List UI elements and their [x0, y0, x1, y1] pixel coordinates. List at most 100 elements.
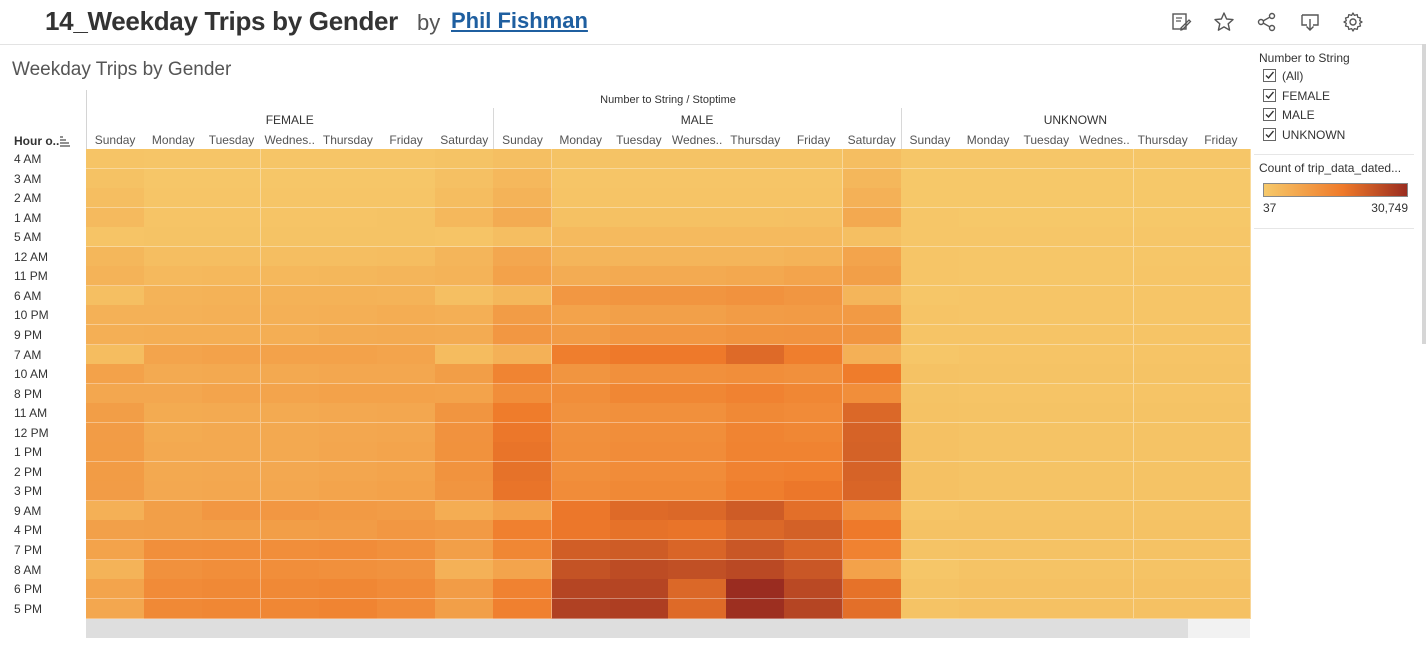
heatmap-cell[interactable] [377, 149, 436, 169]
heatmap-cell[interactable] [86, 266, 145, 287]
heatmap-cell[interactable] [959, 422, 1018, 443]
heatmap-cell[interactable] [318, 520, 378, 541]
heatmap-cell[interactable] [260, 188, 320, 209]
heatmap-cell[interactable] [493, 227, 553, 248]
heatmap-cell[interactable] [377, 227, 436, 248]
heatmap-cell[interactable] [1075, 305, 1135, 326]
heatmap-cell[interactable] [551, 500, 611, 521]
heatmap-cell[interactable] [1075, 403, 1135, 424]
heatmap-cell[interactable] [493, 579, 553, 600]
heatmap-cell[interactable] [1017, 285, 1077, 306]
heatmap-cell[interactable] [318, 598, 378, 619]
heatmap-cell[interactable] [377, 461, 436, 482]
heatmap-cell[interactable] [842, 559, 902, 580]
heatmap-cell[interactable] [668, 598, 727, 619]
heatmap-cell[interactable] [1075, 149, 1135, 169]
heatmap-cell[interactable] [668, 383, 727, 404]
heatmap-cell[interactable] [900, 520, 960, 541]
heatmap-cell[interactable] [959, 461, 1018, 482]
heatmap-cell[interactable] [318, 207, 378, 228]
heatmap-cell[interactable] [726, 344, 786, 365]
heatmap-cell[interactable] [551, 207, 611, 228]
heatmap-cell[interactable] [144, 188, 204, 209]
heatmap-cell[interactable] [377, 481, 436, 502]
heatmap-cell[interactable] [1191, 305, 1251, 326]
heatmap-cell[interactable] [784, 500, 844, 521]
heatmap-cell[interactable] [900, 227, 960, 248]
heatmap-cell[interactable] [784, 383, 844, 404]
heatmap-cell[interactable] [726, 227, 786, 248]
heatmap-cell[interactable] [668, 461, 727, 482]
heatmap-cell[interactable] [435, 422, 495, 443]
heatmap-cell[interactable] [726, 324, 786, 345]
heatmap-cell[interactable] [1133, 305, 1193, 326]
heatmap-cell[interactable] [318, 500, 378, 521]
heatmap-cell[interactable] [784, 364, 844, 385]
heatmap-cell[interactable] [86, 403, 145, 424]
heatmap-cell[interactable] [1191, 188, 1251, 209]
heatmap-cell[interactable] [551, 227, 611, 248]
heatmap-cell[interactable] [1133, 500, 1193, 521]
heatmap-cell[interactable] [551, 305, 611, 326]
heatmap-cell[interactable] [609, 403, 669, 424]
heatmap-cell[interactable] [144, 403, 204, 424]
heatmap-cell[interactable] [377, 305, 436, 326]
heatmap-cell[interactable] [86, 540, 145, 560]
heatmap-cell[interactable] [726, 540, 786, 560]
heatmap-cell[interactable] [959, 442, 1018, 463]
heatmap-cell[interactable] [260, 383, 320, 404]
heatmap-cell[interactable] [668, 207, 727, 228]
heatmap-cell[interactable] [784, 520, 844, 541]
heatmap-cell[interactable] [1133, 344, 1193, 365]
heatmap-cell[interactable] [551, 559, 611, 580]
heatmap-cell[interactable] [377, 598, 436, 619]
heatmap-cell[interactable] [551, 383, 611, 404]
heatmap-cell[interactable] [1017, 481, 1077, 502]
heatmap-cell[interactable] [86, 383, 145, 404]
heatmap-cell[interactable] [726, 442, 786, 463]
heatmap-cell[interactable] [202, 324, 262, 345]
sort-icon[interactable] [59, 134, 71, 147]
heatmap-cell[interactable] [842, 285, 902, 306]
heatmap-cell[interactable] [900, 246, 960, 267]
heatmap-cell[interactable] [377, 266, 436, 287]
heatmap-cell[interactable] [959, 344, 1018, 365]
heatmap-cell[interactable] [1133, 520, 1193, 541]
heatmap-cell[interactable] [435, 364, 495, 385]
heatmap-cell[interactable] [784, 598, 844, 619]
star-icon[interactable] [1212, 10, 1236, 34]
heatmap-cell[interactable] [1191, 481, 1251, 502]
heatmap-cell[interactable] [377, 324, 436, 345]
heatmap-cell[interactable] [959, 324, 1018, 345]
heatmap-cell[interactable] [900, 364, 960, 385]
heatmap-cell[interactable] [318, 383, 378, 404]
heatmap-cell[interactable] [551, 579, 611, 600]
heatmap-cell[interactable] [435, 344, 495, 365]
heatmap-cell[interactable] [1017, 246, 1077, 267]
heatmap-cell[interactable] [318, 266, 378, 287]
heatmap-cell[interactable] [551, 344, 611, 365]
heatmap-cell[interactable] [1191, 364, 1251, 385]
heatmap-cell[interactable] [1133, 540, 1193, 560]
heatmap-cell[interactable] [900, 598, 960, 619]
heatmap-cell[interactable] [86, 364, 145, 385]
heatmap-cell[interactable] [1133, 481, 1193, 502]
heatmap-cell[interactable] [86, 520, 145, 541]
heatmap-cell[interactable] [1017, 324, 1077, 345]
heatmap-cell[interactable] [377, 246, 436, 267]
heatmap-cell[interactable] [1075, 461, 1135, 482]
heatmap-cell[interactable] [86, 442, 145, 463]
settings-icon[interactable] [1341, 10, 1365, 34]
heatmap-cell[interactable] [493, 383, 553, 404]
heatmap-cell[interactable] [551, 188, 611, 209]
heatmap-cell[interactable] [842, 364, 902, 385]
heatmap-cell[interactable] [668, 227, 727, 248]
heatmap-cell[interactable] [959, 207, 1018, 228]
heatmap-cell[interactable] [609, 598, 669, 619]
heatmap-cell[interactable] [493, 559, 553, 580]
heatmap-cell[interactable] [726, 364, 786, 385]
heatmap-cell[interactable] [1075, 364, 1135, 385]
heatmap-cell[interactable] [900, 149, 960, 169]
heatmap-cell[interactable] [668, 540, 727, 560]
heatmap-cell[interactable] [609, 559, 669, 580]
